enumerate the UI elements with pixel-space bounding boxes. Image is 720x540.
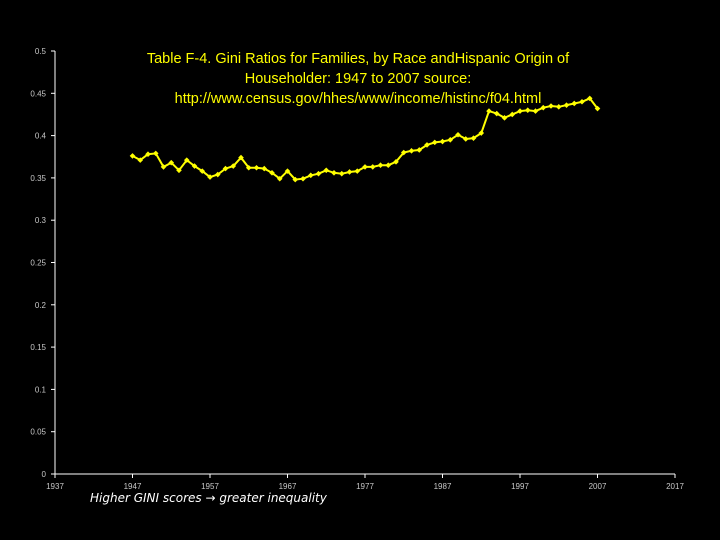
data-point-marker: [478, 130, 485, 136]
data-point-marker: [315, 170, 322, 177]
x-tick-label: 1937: [46, 482, 64, 491]
x-tick-label: 1967: [279, 482, 297, 491]
data-point-marker: [594, 105, 601, 112]
chart-title-line: Householder: 1947 to 2007 source:: [245, 71, 472, 87]
chart-title-line: Table F-4. Gini Ratios for Families, by …: [147, 51, 570, 67]
inequality-note: Higher GINI scores → greater inequality: [90, 491, 327, 505]
data-point-marker: [191, 163, 198, 169]
note-suffix: greater inequality: [219, 491, 327, 505]
data-point-marker: [579, 98, 585, 105]
data-point-marker: [439, 138, 446, 145]
right-arrow-icon: →: [205, 491, 216, 505]
data-point-marker: [292, 176, 299, 183]
data-point-marker: [424, 142, 430, 148]
data-point-marker: [393, 159, 399, 165]
data-point-marker: [300, 175, 306, 182]
y-tick-label: 0.15: [30, 343, 46, 352]
note-prefix: Higher GINI scores: [90, 491, 202, 505]
data-point-marker: [431, 139, 438, 146]
data-point-marker: [269, 170, 275, 176]
data-point-marker: [230, 163, 237, 169]
data-point-marker: [501, 115, 508, 121]
y-tick-label: 0.25: [30, 259, 46, 268]
data-point-marker: [571, 100, 578, 107]
data-point-marker: [354, 168, 361, 174]
data-point-marker: [470, 135, 477, 141]
data-point-marker: [176, 167, 182, 174]
gini-series-markers: [129, 95, 601, 183]
y-tick-label: 0.45: [30, 89, 46, 98]
data-point-marker: [284, 168, 291, 174]
x-tick-label: 1987: [434, 482, 452, 491]
data-point-marker: [462, 136, 469, 142]
y-axis-ticks: 0 0.05 0.1 0.15 0.2 0.25 0.3 0.35 0.4 0.45 0.5: [30, 47, 55, 479]
data-point-marker: [145, 151, 151, 158]
data-point-marker: [385, 162, 392, 169]
data-point-marker: [586, 95, 593, 102]
data-point-marker: [346, 169, 353, 175]
data-point-marker: [486, 108, 492, 114]
y-tick-label: 0.1: [35, 385, 47, 394]
y-tick-label: 0.5: [35, 47, 47, 56]
data-point-marker: [338, 170, 345, 177]
data-point-marker: [168, 159, 175, 166]
y-tick-label: 0.05: [30, 428, 46, 437]
data-point-marker: [532, 108, 539, 114]
y-tick-label: 0.35: [30, 174, 46, 183]
data-point-marker: [408, 148, 415, 154]
data-point-marker: [362, 164, 368, 170]
data-point-marker: [331, 170, 337, 176]
data-point-marker: [493, 110, 500, 117]
y-tick-label: 0: [42, 470, 47, 479]
data-point-marker: [238, 154, 244, 161]
data-point-marker: [400, 149, 407, 156]
data-point-marker: [455, 131, 461, 138]
data-point-marker: [540, 104, 547, 111]
y-tick-label: 0.2: [35, 301, 47, 310]
data-point-marker: [369, 164, 376, 170]
data-point-marker: [548, 103, 554, 109]
data-point-marker: [183, 157, 190, 163]
data-point-marker: [129, 153, 136, 159]
x-axis-ticks: 1937 1947 1957 1967 1977 1987 1997 2007 2017: [46, 474, 684, 491]
data-point-marker: [160, 164, 167, 170]
data-point-marker: [253, 164, 260, 171]
data-point-marker: [517, 108, 523, 114]
data-point-marker: [307, 172, 314, 179]
x-tick-label: 2007: [589, 482, 607, 491]
data-point-marker: [447, 137, 454, 143]
data-point-marker: [323, 167, 330, 174]
data-point-marker: [416, 147, 423, 153]
data-point-marker: [152, 150, 159, 157]
data-point-marker: [222, 165, 229, 172]
data-point-marker: [563, 102, 570, 108]
data-point-marker: [555, 104, 562, 110]
y-tick-label: 0.4: [35, 132, 47, 141]
chart-title: Table F-4. Gini Ratios for Families, by …: [147, 51, 570, 107]
data-point-marker: [137, 157, 144, 163]
data-point-marker: [509, 111, 516, 118]
data-point-marker: [276, 175, 283, 182]
data-point-marker: [199, 168, 206, 174]
data-point-marker: [245, 164, 252, 171]
x-tick-label: 1947: [124, 482, 142, 491]
x-tick-label: 1997: [511, 482, 529, 491]
data-point-marker: [377, 162, 384, 169]
data-point-marker: [524, 107, 531, 114]
x-tick-label: 2017: [666, 482, 684, 491]
x-tick-label: 1957: [201, 482, 219, 491]
x-tick-label: 1977: [356, 482, 374, 491]
y-tick-label: 0.3: [35, 216, 47, 225]
chart-title-line: http://www.census.gov/hhes/www/income/hi…: [175, 91, 542, 107]
data-point-marker: [207, 174, 213, 180]
data-point-marker: [261, 165, 268, 172]
data-point-marker: [214, 171, 221, 178]
